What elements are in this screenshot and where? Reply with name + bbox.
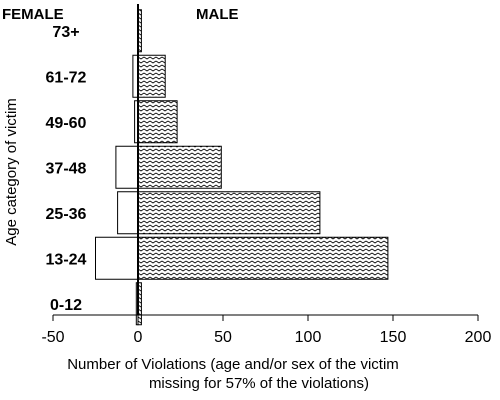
x-tick-label-50: 50 [214, 329, 232, 346]
category-label-0-12: 0-12 [50, 297, 82, 314]
category-label-13-24: 13-24 [46, 251, 87, 268]
category-label-49-60: 49-60 [46, 115, 87, 132]
male-bar-37-48 [137, 145, 222, 189]
male-bar-49-60 [137, 100, 178, 144]
female-bar-25-36 [117, 191, 139, 235]
female-bar-37-48 [115, 145, 139, 189]
category-label-37-48: 37-48 [46, 160, 87, 177]
x-ticks: -50 0 50 100 150 200 [41, 315, 491, 346]
category-label-61-72: 61-72 [46, 69, 87, 86]
male-bar-61-72 [137, 54, 166, 98]
category-labels: 73+ 61-72 49-60 37-48 25-36 13-24 0-12 [46, 24, 87, 314]
bars-group [95, 4, 389, 326]
y-axis-title: Age category of victim [3, 98, 20, 246]
x-tick-label-0: 0 [134, 329, 143, 346]
x-tick-label-100: 100 [295, 329, 322, 346]
male-bar-13-24 [137, 236, 389, 280]
male-bar-25-36 [137, 191, 321, 235]
category-label-25-36: 25-36 [46, 206, 87, 223]
x-axis-title-line1: Number of Violations (age and/or sex of … [67, 356, 399, 373]
category-label-73+: 73+ [52, 24, 79, 41]
female-header: FEMALE [2, 6, 64, 23]
x-tick-label-200: 200 [465, 329, 492, 346]
x-tick-label-150: 150 [380, 329, 407, 346]
x-axis-title-line2: missing for 57% of the violations) [149, 375, 369, 392]
x-tick-label--50: -50 [41, 329, 64, 346]
female-bar-13-24 [95, 236, 139, 280]
male-header: MALE [196, 6, 239, 23]
